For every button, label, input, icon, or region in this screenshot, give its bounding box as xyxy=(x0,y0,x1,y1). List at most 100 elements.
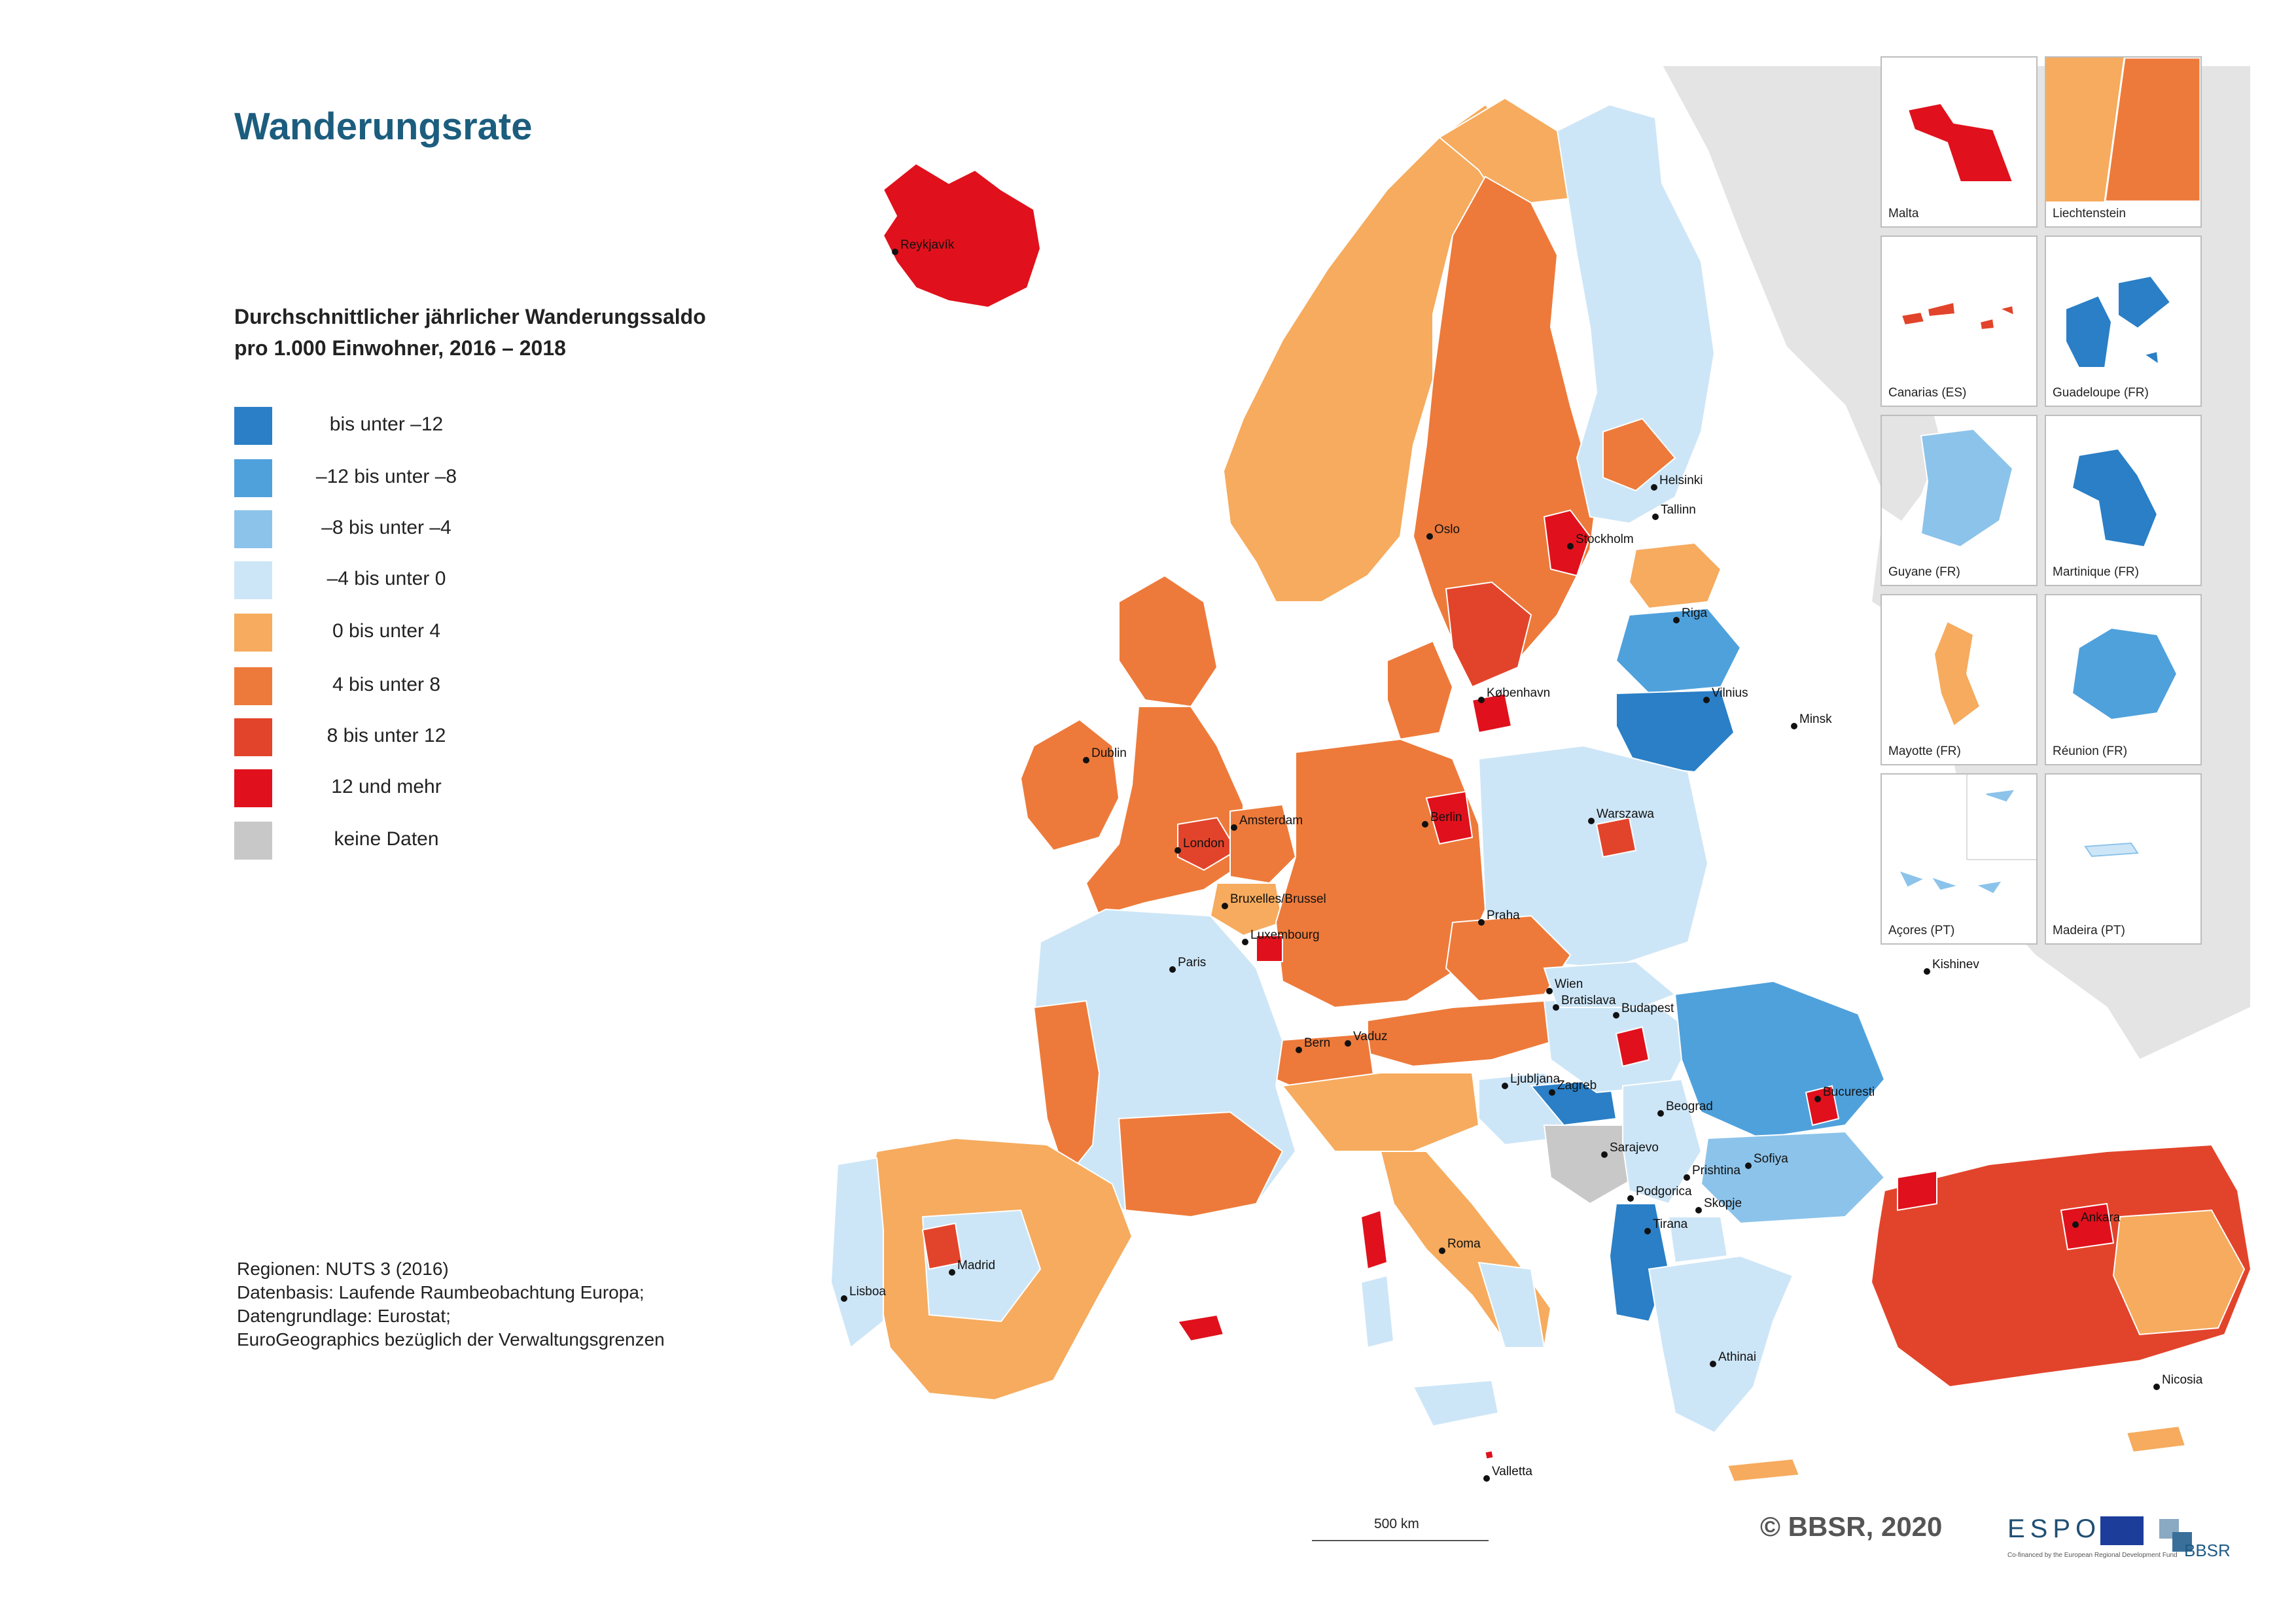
city-label: Stockholm xyxy=(1576,532,1634,546)
inset-label: Canarias (ES) xyxy=(1888,386,1967,400)
france-south-region xyxy=(1118,1111,1284,1218)
city-marker: Valletta xyxy=(1483,1465,1532,1482)
city-marker: Vilnius xyxy=(1703,686,1748,703)
inset-label: Liechtenstein xyxy=(2053,207,2126,220)
legend-swatch xyxy=(234,667,272,705)
city-label: Warszawa xyxy=(1597,807,1654,821)
source-line: Datenbasis: Laufende Raumbeobachtung Eur… xyxy=(237,1282,645,1302)
legend-label: keine Daten xyxy=(334,828,439,850)
city-label: Dublin xyxy=(1091,746,1127,760)
corsica-region xyxy=(1360,1209,1388,1270)
bulgaria-region xyxy=(1700,1130,1886,1225)
city-marker: Prishtina xyxy=(1684,1164,1740,1181)
scotland-region xyxy=(1118,574,1218,708)
berlin-region xyxy=(1425,790,1474,845)
copyright: © BBSR, 2020 xyxy=(1760,1511,1943,1542)
city-marker: Nicosia xyxy=(2153,1373,2203,1390)
city-marker: Madrid xyxy=(949,1259,995,1276)
malta-shape xyxy=(1907,102,2014,183)
espon-caption: Co-financed by the European Regional Dev… xyxy=(2007,1552,2178,1559)
netherlands-region xyxy=(1229,803,1297,884)
city-marker: Skopje xyxy=(1695,1196,1742,1213)
legend-label: 8 bis unter 12 xyxy=(327,725,446,746)
balearics-region xyxy=(1176,1314,1225,1342)
legend-item: 0 bis unter 4 xyxy=(234,614,496,653)
liechtenstein-shape xyxy=(2046,58,2200,201)
city-marker: Luxembourg xyxy=(1242,928,1320,945)
crete-region xyxy=(1726,1457,1801,1483)
city-markers: Reykjavík Oslo Stockholm Helsinki Tallin… xyxy=(841,238,2203,1482)
istanbul-region xyxy=(1897,1170,1937,1212)
city-marker: London xyxy=(1174,837,1224,854)
inset-guyane: Guyane (FR) xyxy=(1881,415,2038,586)
legend-label: 0 bis unter 4 xyxy=(332,620,441,642)
city-marker: Bern xyxy=(1296,1036,1330,1053)
reunion-shape xyxy=(2071,627,2178,721)
inset-acores: Açores (PT) xyxy=(1881,773,2038,945)
france-west-region xyxy=(1033,1000,1101,1179)
bbsr-logo-text: BBSR xyxy=(2184,1541,2231,1560)
bucharest-region xyxy=(1805,1085,1840,1126)
city-label: Luxembourg xyxy=(1250,928,1320,942)
legend-swatch xyxy=(234,459,272,497)
city-marker: Wien xyxy=(1546,977,1583,994)
city-label: Beograd xyxy=(1666,1100,1713,1113)
inset-martinique: Martinique (FR) xyxy=(2045,415,2202,586)
stockholm-region xyxy=(1543,509,1591,577)
lithuania-region xyxy=(1616,689,1735,773)
canarias-shape xyxy=(1900,301,2015,331)
source-line: Regionen: NUTS 3 (2016) xyxy=(237,1259,449,1279)
city-label: Tirana xyxy=(1653,1217,1688,1231)
city-marker: Stockholm xyxy=(1567,532,1634,550)
city-label: Skopje xyxy=(1704,1196,1742,1210)
city-label: Podgorica xyxy=(1636,1185,1692,1198)
budapest-region xyxy=(1615,1026,1650,1068)
italy-south-region xyxy=(1477,1261,1545,1348)
legend-label: –8 bis unter –4 xyxy=(321,517,451,538)
inset-label: Mayotte (FR) xyxy=(1888,744,1961,758)
legend-label: bis unter –12 xyxy=(329,413,444,435)
city-label: Ljubljana xyxy=(1510,1072,1560,1086)
city-label: Helsinki xyxy=(1659,474,1703,487)
inset-guadeloupe: Guadeloupe (FR) xyxy=(2045,236,2202,407)
city-marker: Athinai xyxy=(1710,1350,1756,1367)
belgium-region xyxy=(1209,882,1284,937)
ankara-region xyxy=(2060,1202,2115,1251)
city-label: Reykjavík xyxy=(900,238,955,252)
inset-reunion: Réunion (FR) xyxy=(2045,594,2202,765)
city-marker: Reykjavík xyxy=(892,238,955,255)
north-macedonia-region xyxy=(1667,1216,1729,1264)
city-label: Athinai xyxy=(1718,1350,1756,1364)
legend-item: 4 bis unter 8 xyxy=(234,667,496,707)
city-marker: Podgorica xyxy=(1627,1185,1692,1202)
city-marker: Paris xyxy=(1169,956,1206,973)
norway-region xyxy=(1222,103,1519,602)
city-label: København xyxy=(1487,686,1550,700)
legend-swatch xyxy=(234,769,272,807)
city-label: Sarajevo xyxy=(1610,1141,1659,1155)
source-line: Datengrundlage: Eurostat; xyxy=(237,1306,451,1326)
legend-item: –8 bis unter –4 xyxy=(234,510,496,550)
city-marker: Bratislava xyxy=(1553,994,1616,1011)
city-marker: Lisboa xyxy=(841,1285,886,1302)
city-label: Bruxelles/Brussel xyxy=(1230,892,1326,906)
city-label: Prishtina xyxy=(1692,1164,1740,1178)
eu-flag-icon xyxy=(2100,1516,2144,1545)
city-label: Sofiya xyxy=(1754,1152,1788,1166)
city-label: Paris xyxy=(1178,956,1206,969)
city-marker: Tallinn xyxy=(1652,503,1696,520)
city-marker: Berlin xyxy=(1422,811,1462,828)
city-marker: Roma xyxy=(1439,1237,1481,1254)
city-label: Berlin xyxy=(1430,811,1462,824)
scale-bar xyxy=(1312,1540,1489,1541)
city-label: Kishinev xyxy=(1932,958,1979,971)
city-marker: Riga xyxy=(1673,606,1708,623)
legend-label: –4 bis unter 0 xyxy=(327,568,446,589)
legend-item: keine Daten xyxy=(234,822,496,861)
bbsr-logo-icon xyxy=(2159,1519,2192,1552)
inset-label: Guyane (FR) xyxy=(1888,565,1960,579)
greece-region xyxy=(1648,1255,1794,1434)
legend-label: –12 bis unter –8 xyxy=(315,466,457,487)
finland-south-region xyxy=(1602,417,1676,492)
sicily-region xyxy=(1412,1379,1500,1427)
